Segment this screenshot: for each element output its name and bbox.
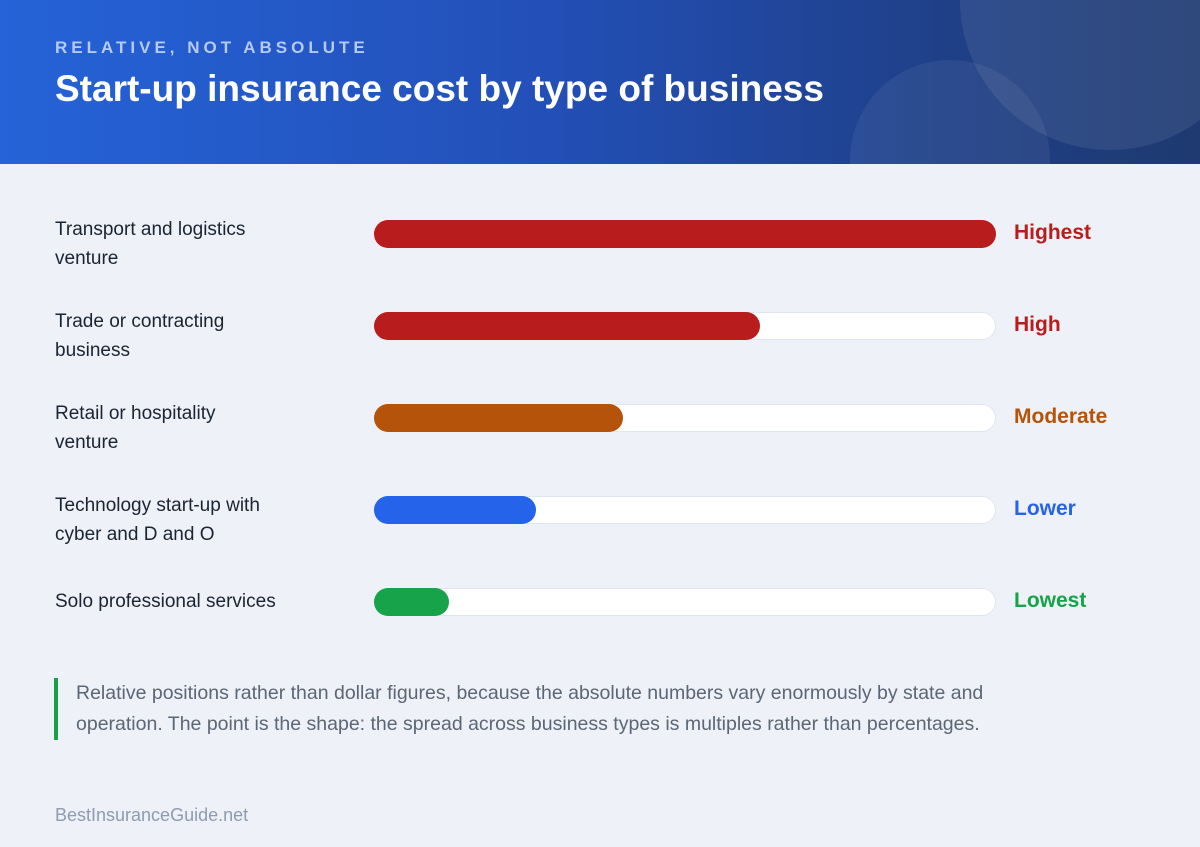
bar-fill — [374, 404, 623, 432]
chart-row: Solo professional services Lowest — [0, 583, 1200, 653]
chart-row: Technology start-up with cyber and D and… — [0, 491, 1200, 561]
category-label: Trade or contracting business — [55, 307, 315, 365]
bar-track — [374, 220, 996, 248]
category-label-line: Solo professional services — [55, 591, 276, 612]
bar-track — [374, 404, 996, 432]
category-label-line: business — [55, 340, 130, 361]
chart-row: Retail or hospitality venture Moderate — [0, 399, 1200, 469]
category-label-line: venture — [55, 248, 119, 269]
level-label: High — [1014, 313, 1061, 336]
eyebrow-text: RELATIVE, NOT ABSOLUTE — [55, 38, 369, 57]
category-label-line: Trade or contracting — [55, 311, 225, 332]
chart-row: Trade or contracting business High — [0, 307, 1200, 377]
bar-fill — [374, 312, 760, 340]
bar-fill — [374, 588, 449, 616]
source-credit: BestInsuranceGuide.net — [55, 805, 249, 825]
category-label: Retail or hospitality venture — [55, 399, 315, 457]
note-text: Relative positions rather than dollar fi… — [76, 682, 984, 735]
category-label-line: Transport and logistics — [55, 219, 246, 240]
category-label: Transport and logistics venture — [55, 215, 315, 273]
bar-track — [374, 588, 996, 616]
bar-fill — [374, 496, 536, 524]
category-label: Solo professional services — [55, 587, 315, 616]
level-label: Lowest — [1014, 589, 1087, 612]
level-label: Lower — [1014, 497, 1076, 520]
bar-track — [374, 496, 996, 524]
category-label-line: Retail or hospitality — [55, 403, 216, 424]
explanatory-note: Relative positions rather than dollar fi… — [54, 678, 996, 740]
level-label: Moderate — [1014, 405, 1108, 428]
bar-track — [374, 312, 996, 340]
chart-title: Start-up insurance cost by type of busin… — [55, 68, 824, 109]
category-label-line: cyber and D and O — [55, 524, 215, 545]
category-label-line: venture — [55, 432, 119, 453]
bar-fill — [374, 220, 996, 248]
header-banner: RELATIVE, NOT ABSOLUTE Start-up insuranc… — [0, 0, 1200, 164]
level-label: Highest — [1014, 221, 1092, 244]
category-label: Technology start-up with cyber and D and… — [55, 491, 315, 549]
category-label-line: Technology start-up with — [55, 495, 260, 516]
chart-row: Transport and logistics venture Highest — [0, 215, 1200, 285]
